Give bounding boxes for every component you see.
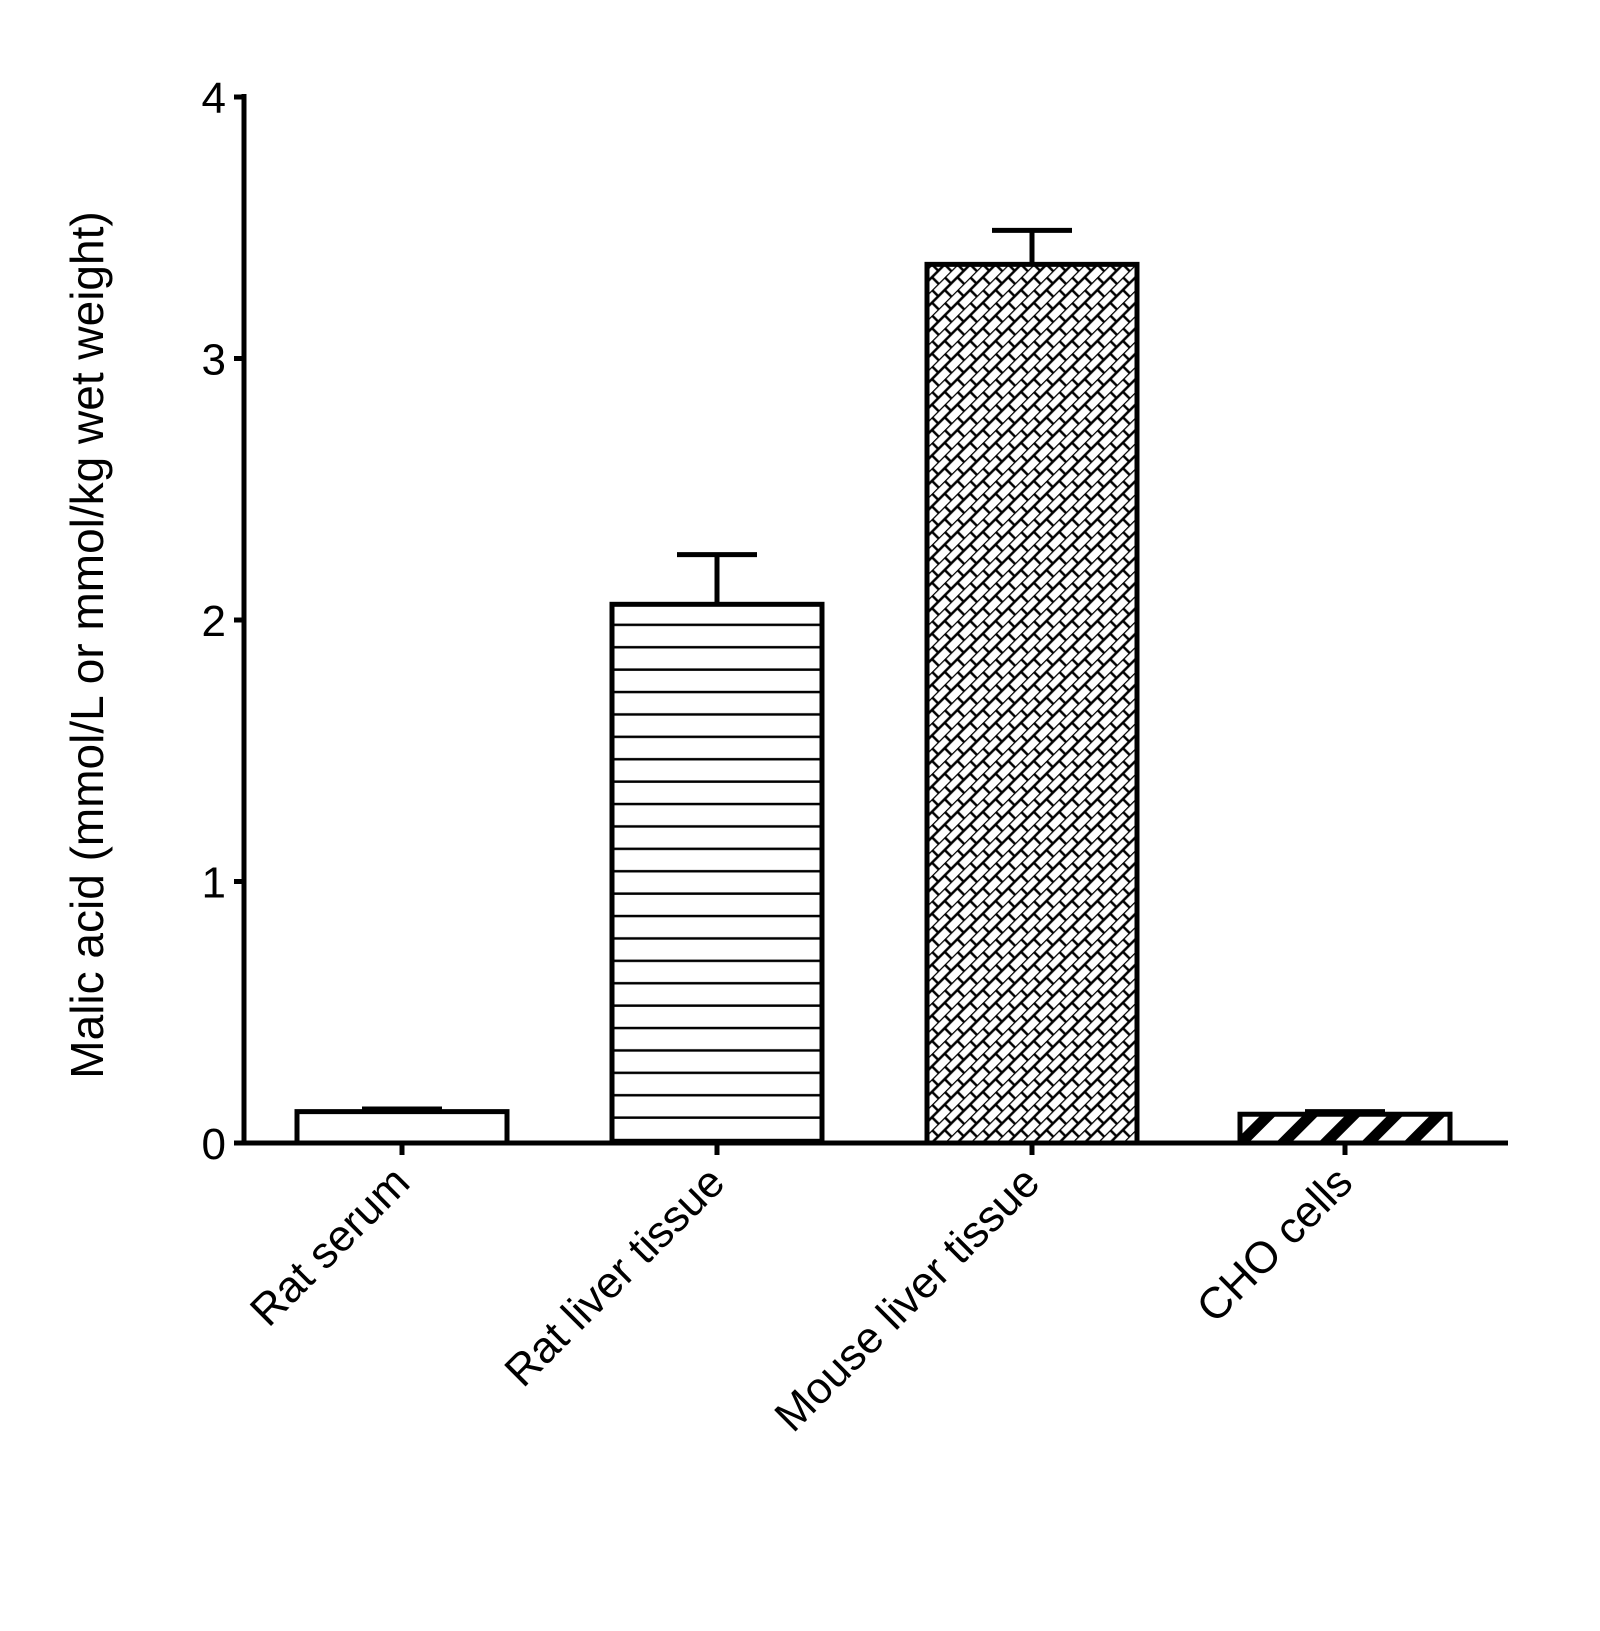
x-tick-label: Rat liver tissue (495, 1157, 734, 1396)
bar (609, 601, 825, 1146)
bar (924, 261, 1140, 1146)
x-tick-label: Mouse liver tissue (765, 1157, 1049, 1441)
plot-area (294, 227, 1453, 1146)
y-tick-label: 2 (202, 597, 226, 646)
y-tick-label: 4 (202, 74, 226, 123)
y-tick-label: 0 (202, 1120, 226, 1169)
x-axis: Rat serum Rat liver tissue Mouse liver tis… (241, 1140, 1508, 1441)
x-tick-label: Rat serum (241, 1157, 419, 1335)
y-axis: 0 1 2 3 4 (202, 74, 247, 1169)
x-tick-label: CHO cells (1187, 1157, 1362, 1332)
bar (294, 1109, 510, 1146)
y-tick-label: 1 (202, 859, 226, 908)
y-tick-label: 3 (202, 336, 226, 385)
bar (1237, 1111, 1453, 1146)
y-axis-title: Malic acid (mmol/L or mmol/kg wet weight… (61, 211, 113, 1078)
